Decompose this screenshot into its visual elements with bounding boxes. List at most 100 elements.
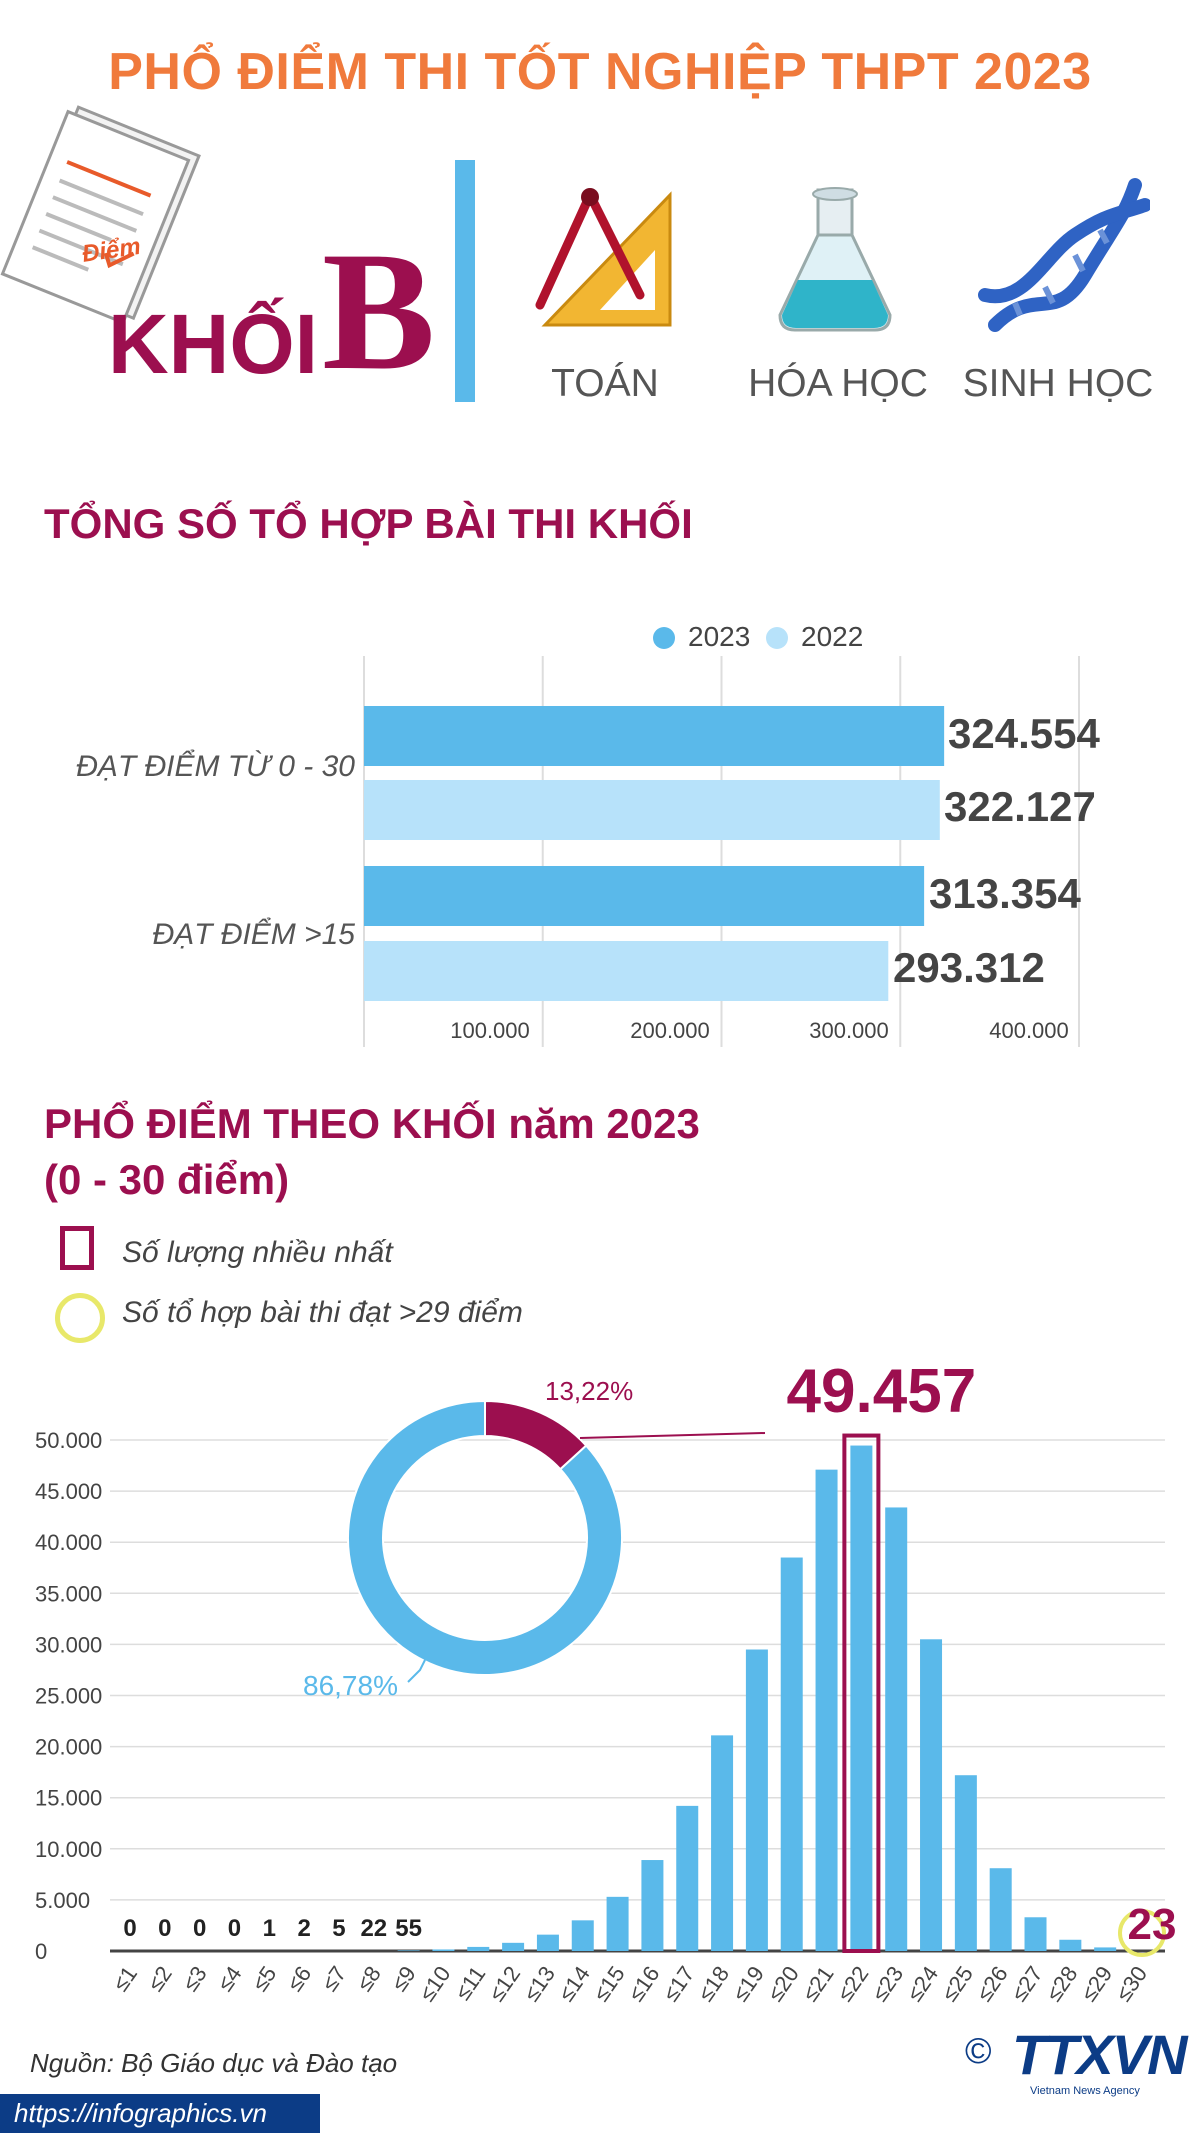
category-label: ≤11 <box>450 1962 491 2005</box>
category-label: ≤4 <box>212 1962 246 1996</box>
legend-top-circle <box>55 1293 105 1343</box>
subject-biology: SINH HỌC <box>962 362 1154 405</box>
category-label: ≤23 <box>867 1962 908 2006</box>
category-label: ≤22 <box>832 1962 873 2006</box>
category-label: ≤16 <box>623 1962 664 2006</box>
category-label: ≤15 <box>588 1962 629 2006</box>
max-highlight-box <box>842 1433 881 1954</box>
bar-2023 <box>364 706 945 766</box>
histogram-bar <box>815 1469 838 1951</box>
histogram-bar <box>989 1868 1012 1951</box>
xtick: 300.000 <box>809 1018 889 1043</box>
ytick-label: 10.000 <box>35 1837 102 1862</box>
bar-value-label: 0 <box>193 1915 206 1942</box>
flask-icon <box>778 187 892 332</box>
category-label: ≤30 <box>1111 1962 1152 2006</box>
category-label: ≤14 <box>553 1962 594 2006</box>
footer-url[interactable]: https://infographics.vn <box>14 2098 267 2128</box>
section2-title-line1: PHỔ ĐIỂM THEO KHỐI năm 2023 <box>44 1100 700 1147</box>
legend-dot-2023 <box>653 627 675 649</box>
khoi-letter: B <box>322 217 436 405</box>
copyright-icon: © <box>965 2030 992 2071</box>
category-label: ≤3 <box>177 1962 211 1996</box>
section2-title-line2: (0 - 30 điểm) <box>44 1156 290 1203</box>
histogram-bar <box>1024 1917 1047 1951</box>
category-label: ≤1 <box>108 1962 142 1996</box>
bar-value-label: 22 <box>360 1915 387 1942</box>
ytick-label: 40.000 <box>35 1530 102 1555</box>
logo-subtitle: Vietnam News Agency <box>1030 2085 1140 2097</box>
histogram-bar <box>571 1920 594 1951</box>
bar-value-label: 0 <box>123 1915 136 1942</box>
category-label: ≤5 <box>247 1962 281 1996</box>
subject-math: TOÁN <box>551 362 659 405</box>
histogram-bar <box>432 1949 455 1951</box>
value-2023-all: 324.554 <box>948 710 1100 757</box>
max-value-label: 49.457 <box>787 1357 977 1426</box>
histogram-bar <box>467 1946 490 1951</box>
ytick-label: 35.000 <box>35 1581 102 1606</box>
ytick-label: 30.000 <box>35 1632 102 1657</box>
bar-value-label: 0 <box>158 1915 171 1942</box>
legend-max-box <box>60 1226 94 1270</box>
category-label: ≤29 <box>1076 1962 1117 2006</box>
xtick: 100.000 <box>450 1018 530 1043</box>
category-label: ≤25 <box>937 1962 978 2006</box>
subject-chemistry: HÓA HỌC <box>748 362 928 405</box>
category-label: ≤19 <box>728 1962 769 2006</box>
section1-title: TỔNG SỐ TỔ HỢP BÀI THI KHỐI <box>44 500 693 547</box>
bar-2023 <box>364 866 925 926</box>
histogram-bar <box>780 1557 803 1951</box>
ytick-label: 20.000 <box>35 1735 102 1760</box>
category-label: ≤21 <box>797 1962 838 2006</box>
category-label: ≤17 <box>658 1962 699 2006</box>
legend-label-2022: 2022 <box>801 621 864 652</box>
connector-line <box>407 1659 426 1683</box>
legend-top-label: Số tổ hợp bài thi đạt >29 điểm <box>122 1296 523 1329</box>
exam-paper-icon: Điểm <box>0 105 201 325</box>
compass-ruler-icon <box>535 188 672 327</box>
category-label: ≤7 <box>317 1962 351 1996</box>
category-label: ≤13 <box>519 1962 560 2006</box>
bar-2022 <box>364 941 889 1001</box>
legend-label-2023: 2023 <box>688 621 751 652</box>
histogram-bar <box>885 1507 908 1951</box>
page-title: PHỔ ĐIỂM THI TỐT NGHIỆP THPT 2023 <box>108 43 1092 101</box>
ytick-label: 50.000 <box>35 1428 102 1453</box>
bar-value-label: 0 <box>228 1915 241 1942</box>
ytick-label: 45.000 <box>35 1479 102 1504</box>
category-label-over15: ĐẠT ĐIỂM >15 <box>152 918 355 951</box>
histogram-bar <box>745 1649 768 1951</box>
ytick-label: 15.000 <box>35 1786 102 1811</box>
value-2022-all: 322.127 <box>944 783 1096 830</box>
xtick: 400.000 <box>989 1018 1069 1043</box>
score-distribution-chart: 0 5.000 10.000 15.000 20.000 25.000 30.000 35.0… <box>35 1357 1177 2006</box>
connector-line <box>579 1432 766 1439</box>
histogram-bar <box>606 1896 629 1951</box>
histogram-bar <box>502 1942 525 1951</box>
category-label: ≤10 <box>414 1962 455 2006</box>
histogram-bar <box>641 1860 664 1951</box>
footer-url-bar <box>0 2094 320 2133</box>
ytick-label: 25.000 <box>35 1684 102 1709</box>
top-value-label: 23 <box>1128 1900 1177 1949</box>
category-label: ≤24 <box>902 1962 943 2006</box>
histogram-bar <box>1094 1947 1117 1951</box>
donut-slice <box>347 1399 623 1676</box>
legend-dot-2022 <box>766 627 788 649</box>
histogram-bar <box>397 1950 420 1951</box>
histogram-bar <box>954 1775 977 1951</box>
histogram-bar <box>536 1934 559 1951</box>
legend-max-label: Số lượng nhiều nhất <box>122 1236 393 1269</box>
histogram-bar <box>850 1445 873 1951</box>
histogram-bar <box>711 1735 734 1951</box>
donut-label-blue: 86,78% <box>303 1670 398 1701</box>
hbar-chart <box>363 656 1080 1047</box>
category-label: ≤18 <box>693 1962 734 2006</box>
source-note: Nguồn: Bộ Giáo dục và Đào tạo <box>30 2048 398 2078</box>
ytick-label: 5.000 <box>35 1888 90 1913</box>
category-label: ≤8 <box>351 1962 385 1996</box>
category-label-all: ĐẠT ĐIỂM TỪ 0 - 30 <box>76 750 355 783</box>
bar-value-label: 5 <box>332 1915 345 1942</box>
category-label: ≤6 <box>282 1962 316 1996</box>
